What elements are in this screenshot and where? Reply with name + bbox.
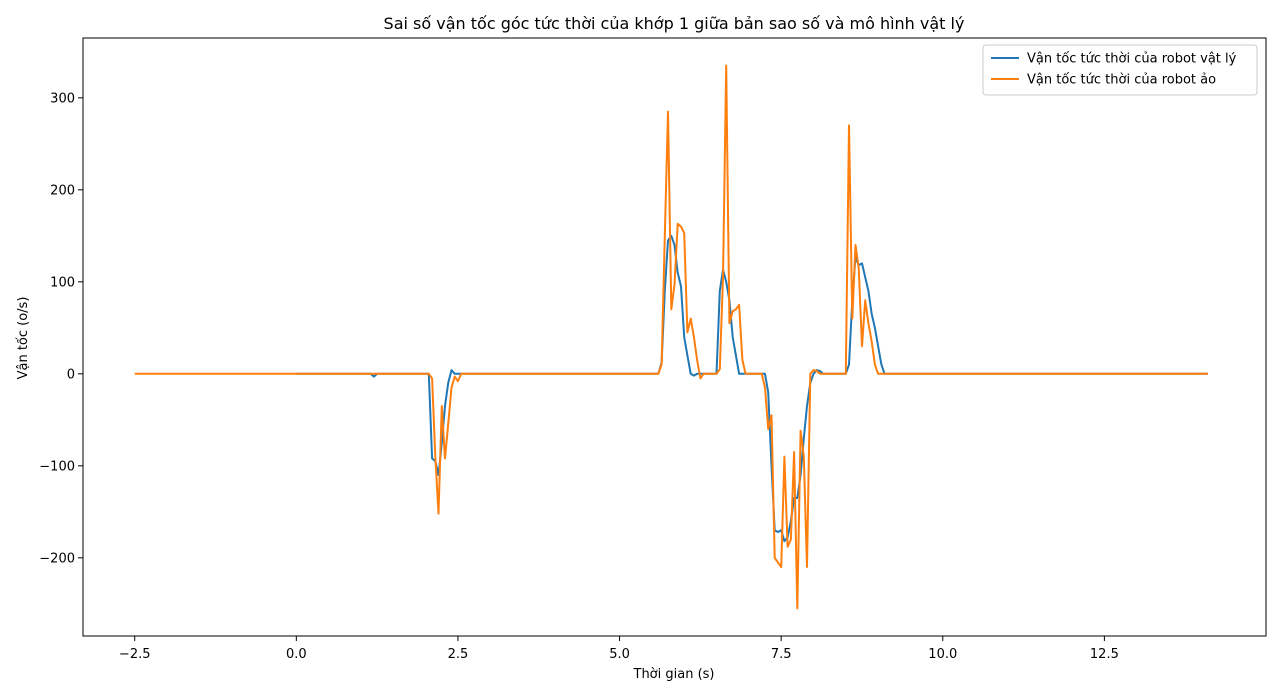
legend: Vận tốc tức thời của robot vật lý Vận tốc… (982, 44, 1258, 96)
y-tick-label: 100 (50, 275, 75, 290)
x-tick-label: 7.5 (771, 647, 792, 662)
y-tick-label: 0 (67, 367, 75, 382)
x-tick-label: 5.0 (609, 647, 630, 662)
x-tick-label: 2.5 (448, 647, 469, 662)
x-axis-label: Thời gian (s) (633, 667, 715, 682)
y-axis-label: Vận tốc (o/s) (16, 297, 31, 380)
legend-label-2: Vận tốc tức thời của robot ảo (1027, 73, 1216, 88)
y-tick-label: −100 (39, 459, 75, 474)
y-tick-label: 300 (50, 91, 75, 106)
y-tick-label: −200 (39, 551, 75, 566)
series-line-2 (134, 64, 1208, 610)
chart-title: Sai số vận tốc góc tức thời của khớp 1 g… (384, 14, 965, 33)
x-tick-label: −2.5 (119, 647, 151, 662)
legend-label-1: Vận tốc tức thời của robot vật lý (1027, 52, 1237, 67)
legend-box (982, 44, 1258, 96)
plot-series (134, 64, 1208, 610)
y-axis-ticks: −200 −100 0 100 200 300 (39, 91, 83, 566)
x-tick-label: 10.0 (928, 647, 957, 662)
x-tick-label: 12.5 (1090, 647, 1119, 662)
plot-frame (82, 37, 1267, 637)
y-tick-label: 200 (50, 183, 75, 198)
x-tick-label: 0.0 (286, 647, 307, 662)
x-axis-ticks: −2.5 0.0 2.5 5.0 7.5 10.0 12.5 (119, 636, 1119, 662)
